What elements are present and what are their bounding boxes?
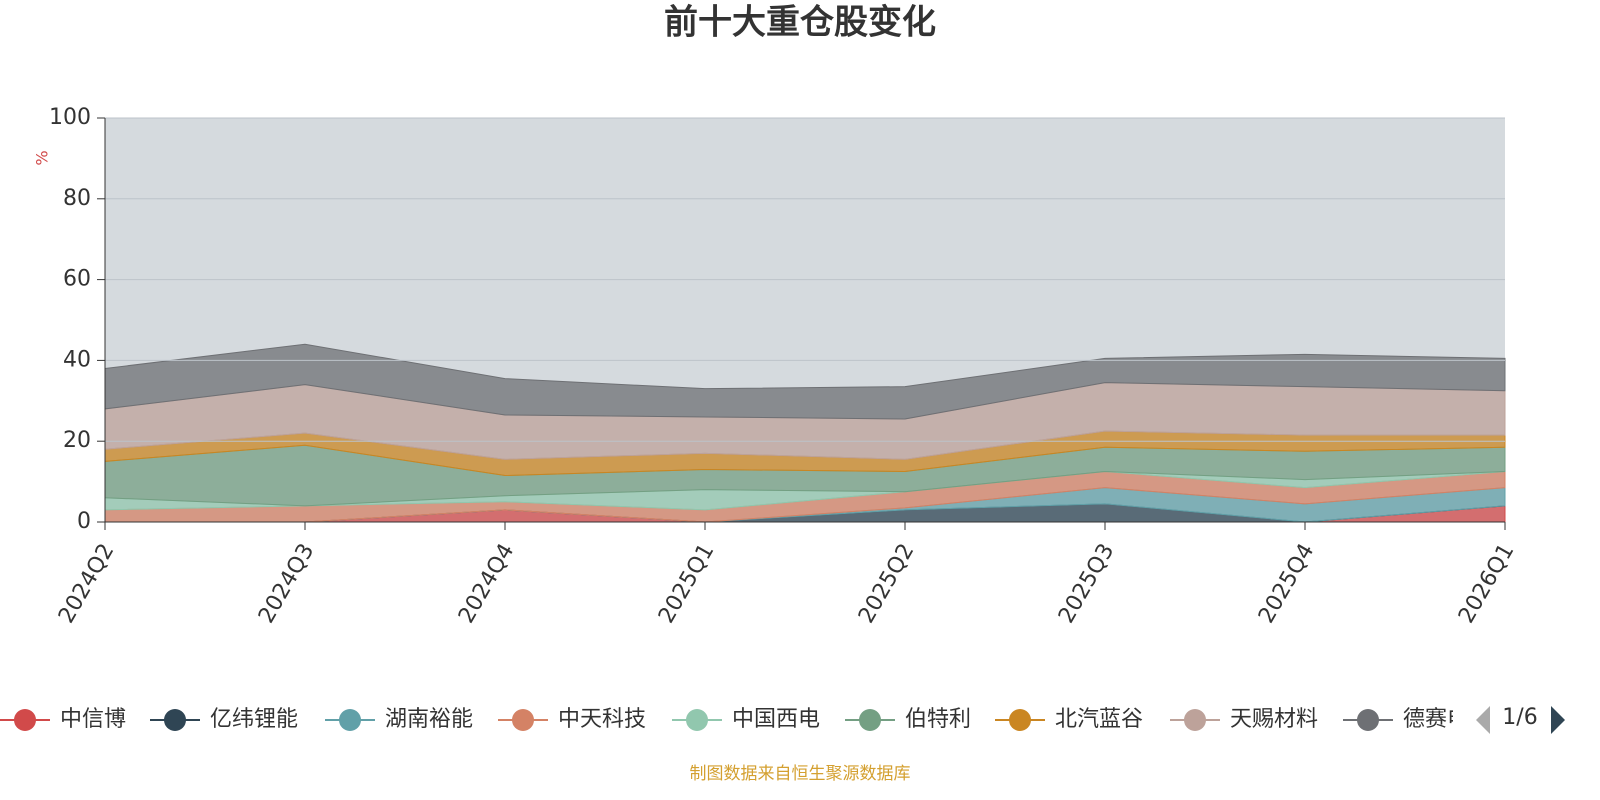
legend-label[interactable]: 北汽蓝谷 [1055, 707, 1143, 732]
x-tick-label: 2026Q1 [1454, 540, 1519, 628]
legend-label[interactable]: 亿纬锂能 [210, 707, 298, 732]
legend-symbol [1357, 709, 1379, 731]
x-tick-label: 2025Q4 [1254, 540, 1319, 628]
x-tick-label: 2025Q1 [654, 540, 719, 628]
x-tick-label: 2024Q2 [54, 540, 119, 628]
legend-label[interactable]: 中国西电 [732, 707, 820, 732]
y-tick-label: 60 [63, 267, 91, 292]
legend-label[interactable]: 天赐材料 [1230, 707, 1318, 732]
area [104, 343, 1506, 420]
y-tick-label: 20 [63, 428, 91, 453]
legend-symbol [1184, 709, 1206, 731]
legend-symbol [859, 709, 881, 731]
areas [104, 343, 1506, 523]
legend-symbol [686, 709, 708, 731]
legend-symbol [1009, 709, 1031, 731]
x-tick-label: 2025Q2 [854, 540, 919, 628]
legend-symbol [339, 709, 361, 731]
y-tick-label: 80 [63, 186, 91, 211]
source-note: 制图数据来自恒生聚源数据库 [690, 764, 911, 784]
y-tick-label: 40 [63, 347, 91, 372]
legend-label[interactable]: 德赛电池 [1403, 707, 1491, 732]
legend-page: 1/6 [1502, 705, 1537, 730]
legend-symbol [14, 709, 36, 731]
x-tick-label: 2024Q3 [254, 540, 319, 628]
y-tick-label: 0 [77, 509, 91, 534]
x-tick-label: 2025Q3 [1054, 540, 1119, 628]
legend-symbol [164, 709, 186, 731]
x-tick-label: 2024Q4 [454, 540, 519, 628]
legend: 中信博 亿纬锂能 湖南裕能 中天科技 中国西电 伯特利 北汽蓝谷 天赐材料 德赛电池 [0, 707, 1491, 732]
legend-label[interactable]: 中信博 [60, 707, 126, 732]
legend-next[interactable] [1551, 706, 1565, 734]
legend-label[interactable]: 伯特利 [905, 707, 971, 732]
legend-prev[interactable] [1476, 706, 1490, 734]
y-axis-label: % [33, 150, 52, 165]
chart-title: 前十大重仓股变化 [664, 3, 936, 43]
legend-label[interactable]: 湖南裕能 [385, 707, 473, 732]
legend-symbol [512, 709, 534, 731]
y-tick-label: 100 [49, 105, 91, 130]
legend-label[interactable]: 中天科技 [558, 707, 646, 732]
